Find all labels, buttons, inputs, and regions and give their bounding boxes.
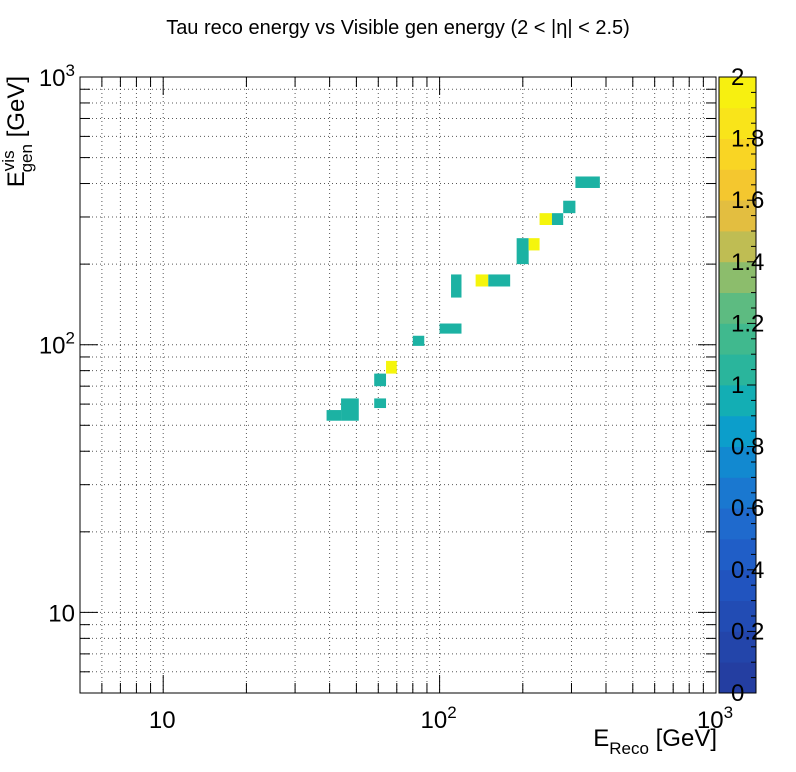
colorbar-tick-label: 2: [731, 64, 744, 91]
colorbar-band: [719, 231, 756, 263]
x-label-unit: [GeV]: [649, 725, 717, 752]
heatmap-cell: [528, 238, 540, 251]
colorbar-band: [719, 323, 756, 355]
heatmap-cell: [516, 238, 529, 265]
heatmap-cell: [475, 274, 489, 287]
heatmap-cell: [551, 213, 564, 225]
colorbar-tick-label: 1.4: [731, 249, 764, 276]
x-tick-exponent: 3: [724, 703, 733, 722]
heatmap-cell: [412, 335, 425, 346]
heatmap-cell: [326, 410, 342, 421]
x-label-main: E: [593, 725, 609, 752]
colorbar-tick-label: 1.6: [731, 187, 764, 214]
colorbar-band: [719, 200, 756, 232]
x-tick-label: 103: [697, 703, 733, 734]
colorbar-tick-label: 0.2: [731, 618, 764, 645]
x-tick-mantissa: 10: [697, 707, 724, 734]
heatmap-cell: [386, 360, 397, 374]
y-tick-exponent: 2: [66, 329, 75, 348]
colorbar-band: [719, 138, 756, 170]
y-tick-label: 10: [48, 600, 75, 627]
colorbar-band: [719, 385, 756, 417]
heatmap-cell: [488, 274, 511, 287]
y-tick-mantissa: 10: [39, 333, 66, 360]
colorbar-band: [719, 631, 756, 663]
heatmap-cell: [575, 176, 600, 188]
x-tick-label: 10: [149, 707, 176, 734]
colorbar-band: [719, 169, 756, 201]
colorbar-tick-label: 0.4: [731, 557, 764, 584]
heatmap-cell: [374, 373, 387, 387]
colorbar-band: [719, 77, 756, 109]
y-tick-label: 102: [39, 329, 75, 360]
x-tick-exponent: 2: [447, 703, 456, 722]
y-tick-mantissa: 10: [48, 600, 75, 627]
colorbar-tick-label: 1.8: [731, 126, 764, 153]
chart-title: Tau reco energy vs Visible gen energy (2…: [166, 17, 630, 39]
y-label-sup: vis: [0, 150, 18, 171]
x-tick-label: 102: [421, 703, 457, 734]
y-tick-exponent: 3: [66, 61, 75, 80]
colorbar-tick-label: 1.2: [731, 310, 764, 337]
y-label-main: E: [3, 171, 30, 187]
x-tick-mantissa: 10: [421, 707, 448, 734]
heatmap-cell: [539, 213, 552, 225]
y-axis-label-group: Evisgen [GeV]: [0, 76, 36, 187]
colorbar-band: [719, 415, 756, 447]
colorbar-band: [719, 477, 756, 509]
y-label-sub: gen: [17, 144, 36, 172]
colorbar-tick-label: 0.8: [731, 434, 764, 461]
colorbar-band: [719, 354, 756, 386]
heatmap-cell: [451, 274, 462, 298]
colorbar-band: [719, 107, 756, 139]
colorbar-band: [719, 662, 756, 694]
colorbar-tick-label: 0.6: [731, 495, 764, 522]
y-axis-label: Evisgen [GeV]: [0, 76, 36, 187]
colorbar-band: [719, 292, 756, 324]
heatmap-cell: [374, 398, 387, 409]
x-tick-mantissa: 10: [149, 707, 176, 734]
colorbar-band: [719, 446, 756, 478]
x-label-sub: Reco: [609, 739, 649, 758]
colorbar-band: [719, 539, 756, 571]
colorbar-band: [719, 569, 756, 601]
heatmap-cell: [439, 323, 462, 334]
x-axis-label: EReco [GeV]: [593, 725, 717, 758]
y-label-unit: [GeV]: [3, 76, 30, 144]
y-tick-label: 103: [39, 61, 75, 92]
colorbar-tick-label: 0: [731, 680, 744, 707]
heatmap-cell: [563, 200, 576, 214]
colorbar-tick-label: 1: [731, 372, 744, 399]
y-tick-mantissa: 10: [39, 65, 66, 92]
colorbar-band: [719, 508, 756, 540]
colorbar-band: [719, 600, 756, 632]
plot-area: [80, 77, 716, 693]
colorbar-band: [719, 261, 756, 293]
plot-frame: [79, 76, 717, 694]
heatmap-cell: [341, 398, 359, 421]
